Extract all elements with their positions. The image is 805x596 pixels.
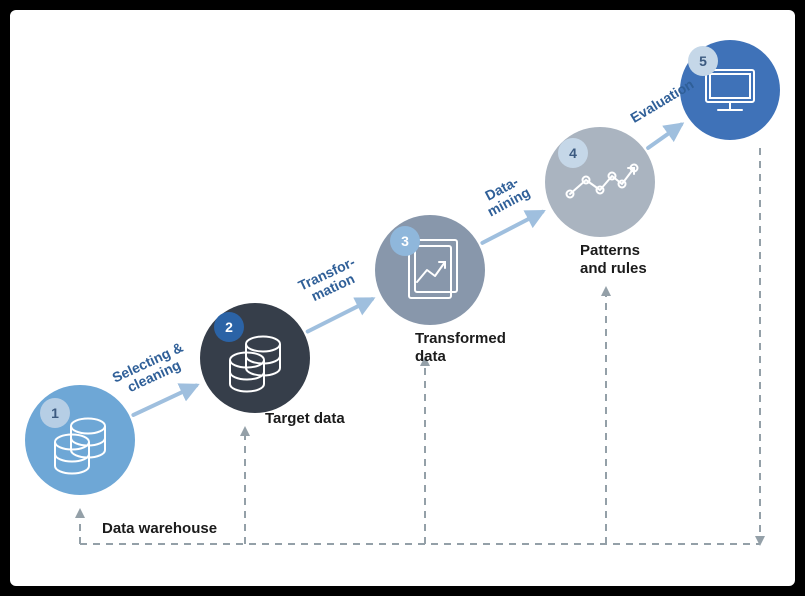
diagram-panel: 1 2 3 4 5 Data warehouse Target data Transforme…	[10, 10, 795, 586]
node-label-3: Transformeddata	[415, 330, 506, 366]
node-label-4-line0: Patterns	[580, 242, 647, 260]
step-badge-5: 5	[688, 46, 718, 76]
outer-frame: 1 2 3 4 5 Data warehouse Target data Transforme…	[0, 0, 805, 596]
step-badge-2: 2	[214, 312, 244, 342]
node-label-3-line0: Transformed	[415, 330, 506, 348]
node-label-3-line1: data	[415, 348, 506, 366]
step-badge-1: 1	[40, 398, 70, 428]
node-label-2: Target data	[265, 410, 345, 428]
node-label-1: Data warehouse	[102, 520, 217, 538]
node-label-4: Patternsand rules	[580, 242, 647, 278]
node-label-4-line1: and rules	[580, 260, 647, 278]
step-badge-3: 3	[390, 226, 420, 256]
step-badge-4: 4	[558, 138, 588, 168]
